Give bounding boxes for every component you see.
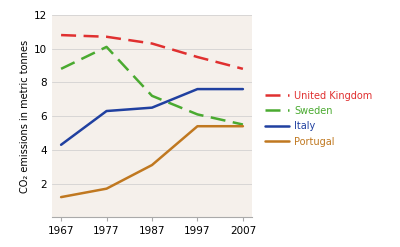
Portugal: [59, 196, 64, 199]
Sweden: [195, 113, 200, 116]
Portugal: [150, 164, 154, 166]
Italy: [240, 88, 245, 91]
United Kingdom: [240, 67, 245, 70]
Legend: United Kingdom, Sweden, Italy, Portugal: United Kingdom, Sweden, Italy, Portugal: [265, 91, 372, 146]
Line: Sweden: Sweden: [61, 47, 243, 124]
Line: Italy: Italy: [61, 89, 243, 145]
Sweden: [59, 67, 64, 70]
Line: Portugal: Portugal: [61, 126, 243, 197]
Portugal: [104, 187, 109, 190]
Italy: [104, 110, 109, 113]
United Kingdom: [59, 34, 64, 37]
United Kingdom: [195, 56, 200, 59]
United Kingdom: [104, 35, 109, 38]
Italy: [195, 88, 200, 91]
Portugal: [195, 125, 200, 128]
Sweden: [240, 123, 245, 126]
Italy: [150, 106, 154, 109]
Sweden: [104, 45, 109, 48]
Line: United Kingdom: United Kingdom: [61, 35, 243, 69]
United Kingdom: [150, 42, 154, 45]
Y-axis label: CO₂ emissions in metric tonnes: CO₂ emissions in metric tonnes: [20, 40, 30, 193]
Sweden: [150, 94, 154, 97]
Portugal: [240, 125, 245, 128]
Italy: [59, 143, 64, 146]
